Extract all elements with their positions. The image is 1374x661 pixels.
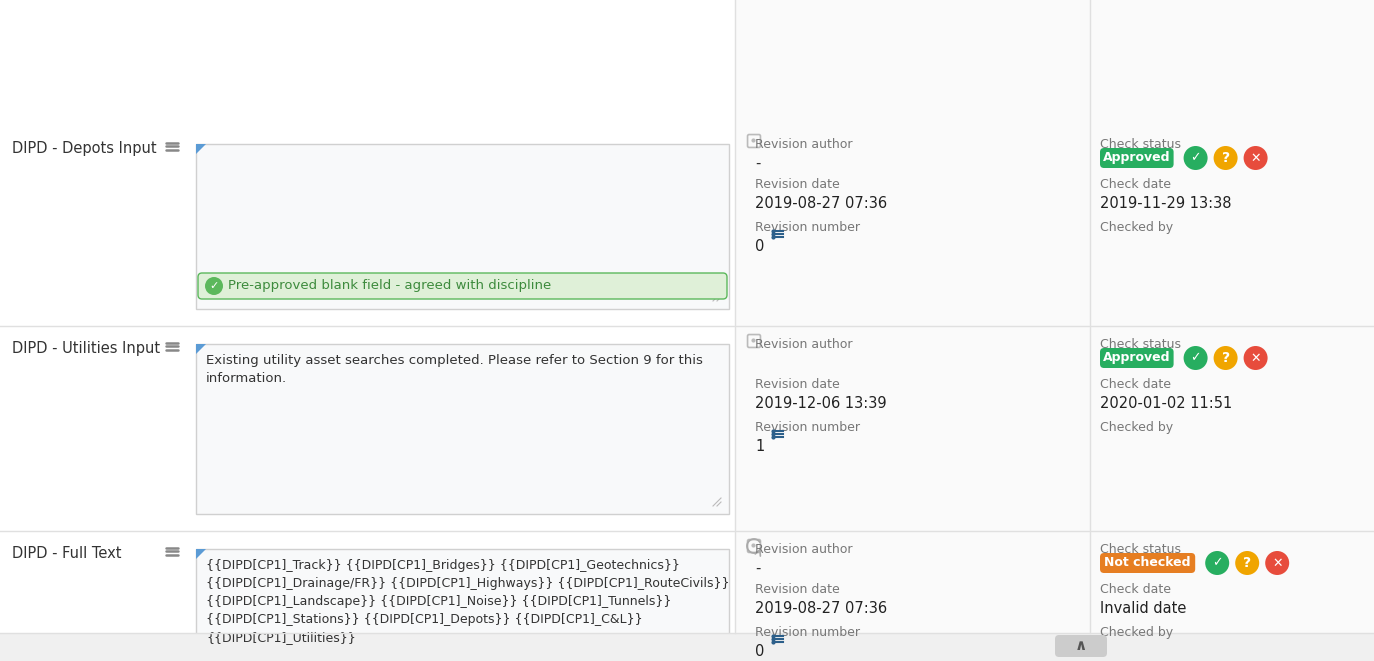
Text: Check status: Check status (1101, 338, 1182, 351)
Bar (735, 326, 1374, 526)
Circle shape (1235, 551, 1259, 575)
Text: Existing utility asset searches completed. Please refer to Section 9 for this: Existing utility asset searches complete… (206, 354, 703, 367)
Text: Check date: Check date (1101, 583, 1171, 596)
Text: Revision number: Revision number (754, 626, 860, 639)
Text: DIPD - Depots Input: DIPD - Depots Input (12, 141, 157, 156)
Text: Check date: Check date (1101, 178, 1171, 191)
Bar (0, 633, 1374, 661)
Text: 0: 0 (754, 239, 764, 254)
Text: Checked by: Checked by (1101, 221, 1173, 234)
Text: {{DIPD[CP1]_Stations}} {{DIPD[CP1]_Depots}} {{DIPD[CP1]_C&L}}: {{DIPD[CP1]_Stations}} {{DIPD[CP1]_Depot… (206, 613, 643, 626)
Text: Check status: Check status (1101, 138, 1182, 151)
Text: ✕: ✕ (1250, 151, 1261, 165)
Text: ?: ? (1243, 556, 1252, 570)
Text: 2020-01-02 11:51: 2020-01-02 11:51 (1101, 396, 1232, 411)
Text: 2019-08-27 07:36: 2019-08-27 07:36 (754, 196, 888, 211)
Text: {{DIPD[CP1]_Utilities}}: {{DIPD[CP1]_Utilities}} (206, 631, 356, 644)
Text: Check status: Check status (1101, 543, 1182, 556)
Text: 2019-11-29 13:38: 2019-11-29 13:38 (1101, 196, 1231, 211)
Circle shape (1183, 346, 1208, 370)
FancyBboxPatch shape (198, 273, 727, 299)
FancyBboxPatch shape (1055, 635, 1107, 657)
Text: Not checked: Not checked (1105, 557, 1191, 570)
Text: Checked by: Checked by (1101, 626, 1173, 639)
Text: ?: ? (1221, 351, 1230, 365)
Text: {{DIPD[CP1]_Landscape}} {{DIPD[CP1]_Noise}} {{DIPD[CP1]_Tunnels}}: {{DIPD[CP1]_Landscape}} {{DIPD[CP1]_Nois… (206, 595, 672, 608)
Polygon shape (196, 344, 206, 354)
Text: Revision number: Revision number (754, 221, 860, 234)
Circle shape (1213, 346, 1238, 370)
Circle shape (1213, 146, 1238, 170)
Text: Pre-approved blank field - agreed with discipline: Pre-approved blank field - agreed with d… (228, 280, 551, 293)
Text: DIPD - Utilities Input: DIPD - Utilities Input (12, 341, 161, 356)
Bar (196, 549, 730, 661)
Text: Revision date: Revision date (754, 583, 840, 596)
Text: Revision date: Revision date (754, 178, 840, 191)
Text: ✓: ✓ (1190, 352, 1201, 364)
Text: Approved: Approved (1103, 151, 1171, 165)
Text: ✓: ✓ (209, 281, 218, 291)
Bar (0, 531, 735, 661)
Text: Revision author: Revision author (754, 338, 852, 351)
Text: {{DIPD[CP1]_Drainage/FR}} {{DIPD[CP1]_Highways}} {{DIPD[CP1]_RouteCivils}}: {{DIPD[CP1]_Drainage/FR}} {{DIPD[CP1]_Hi… (206, 577, 730, 590)
Text: ✕: ✕ (1250, 352, 1261, 364)
Text: Revision number: Revision number (754, 421, 860, 434)
Text: Invalid date: Invalid date (1101, 601, 1186, 616)
Text: ?: ? (1221, 151, 1230, 165)
Text: DIPD - Full Text: DIPD - Full Text (12, 546, 121, 561)
Text: ✕: ✕ (1272, 557, 1282, 570)
Text: ∧: ∧ (1074, 639, 1087, 654)
Text: Checked by: Checked by (1101, 421, 1173, 434)
Text: -: - (754, 561, 760, 576)
Bar (735, 126, 1374, 321)
Text: Revision author: Revision author (754, 138, 852, 151)
FancyBboxPatch shape (1101, 348, 1173, 368)
Circle shape (1183, 146, 1208, 170)
Bar (0, 126, 735, 321)
Text: Approved: Approved (1103, 352, 1171, 364)
FancyBboxPatch shape (1101, 148, 1173, 168)
Text: Revision author: Revision author (754, 543, 852, 556)
Text: -: - (1101, 644, 1105, 659)
Text: -: - (754, 156, 760, 171)
Text: ✓: ✓ (1190, 151, 1201, 165)
Polygon shape (196, 549, 206, 559)
FancyBboxPatch shape (1101, 553, 1195, 573)
Bar (196, 344, 730, 514)
Text: ✓: ✓ (1212, 557, 1223, 570)
Bar (196, 144, 730, 309)
Text: {{DIPD[CP1]_Track}} {{DIPD[CP1]_Bridges}} {{DIPD[CP1]_Geotechnics}}: {{DIPD[CP1]_Track}} {{DIPD[CP1]_Bridges}… (206, 559, 680, 572)
Bar (735, 531, 1374, 661)
Circle shape (1243, 146, 1268, 170)
Circle shape (1243, 346, 1268, 370)
Text: information.: information. (206, 372, 287, 385)
Text: Check date: Check date (1101, 378, 1171, 391)
Polygon shape (196, 144, 206, 154)
Bar (0, 326, 735, 526)
Circle shape (205, 277, 223, 295)
Text: 2019-08-27 07:36: 2019-08-27 07:36 (754, 601, 888, 616)
Circle shape (1265, 551, 1289, 575)
Bar (735, 0, 1374, 661)
Text: Revision date: Revision date (754, 378, 840, 391)
Text: 1: 1 (754, 439, 764, 454)
Circle shape (1205, 551, 1230, 575)
Text: 2019-12-06 13:39: 2019-12-06 13:39 (754, 396, 886, 411)
Text: 0: 0 (754, 644, 764, 659)
